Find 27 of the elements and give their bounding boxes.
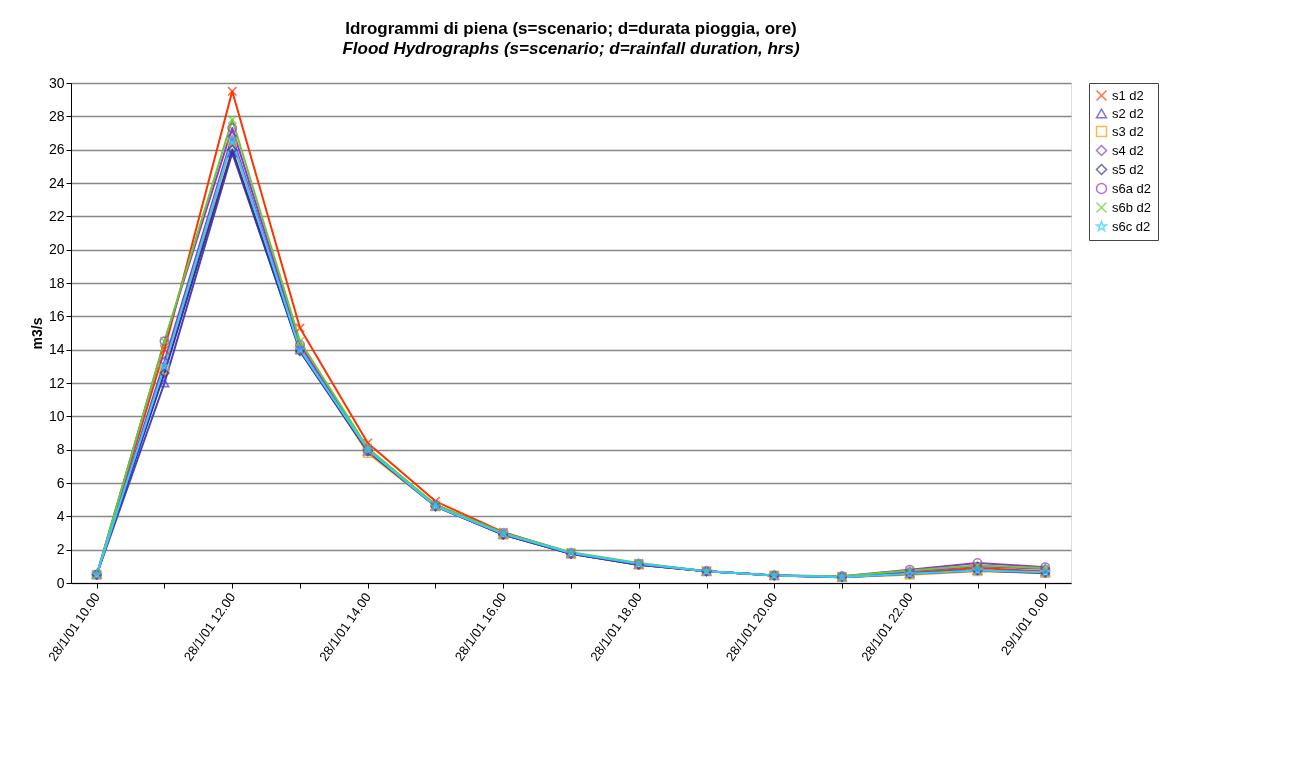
chart-subtitle: Flood Hydrographs (s=scenario; d=rainfall duration, hrs) [342,39,800,58]
y-tick-label: 0 [56,574,65,591]
y-tick-label: 30 [48,74,65,91]
legend-label: s6a d2 [1112,180,1152,196]
y-tick-label: 28 [48,107,65,124]
legend-label: s5 d2 [1112,161,1144,177]
legend-label: s6b d2 [1112,199,1152,215]
y-tick-label: 24 [48,174,65,191]
legend-label: s3 d2 [1112,123,1144,139]
y-axis-title: m3/s [28,317,45,350]
legend-label: s2 d2 [1112,105,1144,121]
y-tick-label: 18 [48,274,65,291]
y-tick-label: 4 [56,507,65,524]
y-tick-label: 14 [48,341,65,358]
y-tick-label: 12 [48,374,65,391]
legend-label: s1 d2 [1112,87,1144,103]
y-tick-label: 6 [56,474,65,491]
y-tick-label: 8 [56,441,65,458]
y-tick-label: 16 [48,307,65,324]
legend-label: s4 d2 [1112,142,1144,158]
y-tick-label: 10 [48,407,65,424]
chart-title: Idrogrammi di piena (s=scenario; d=durata pioggia, ore) [345,19,797,38]
y-tick-label: 26 [48,141,65,158]
y-tick-label: 20 [48,241,65,258]
legend-label: s6c d2 [1112,218,1151,234]
y-tick-label: 2 [56,541,65,558]
y-tick-label: 22 [48,207,65,224]
